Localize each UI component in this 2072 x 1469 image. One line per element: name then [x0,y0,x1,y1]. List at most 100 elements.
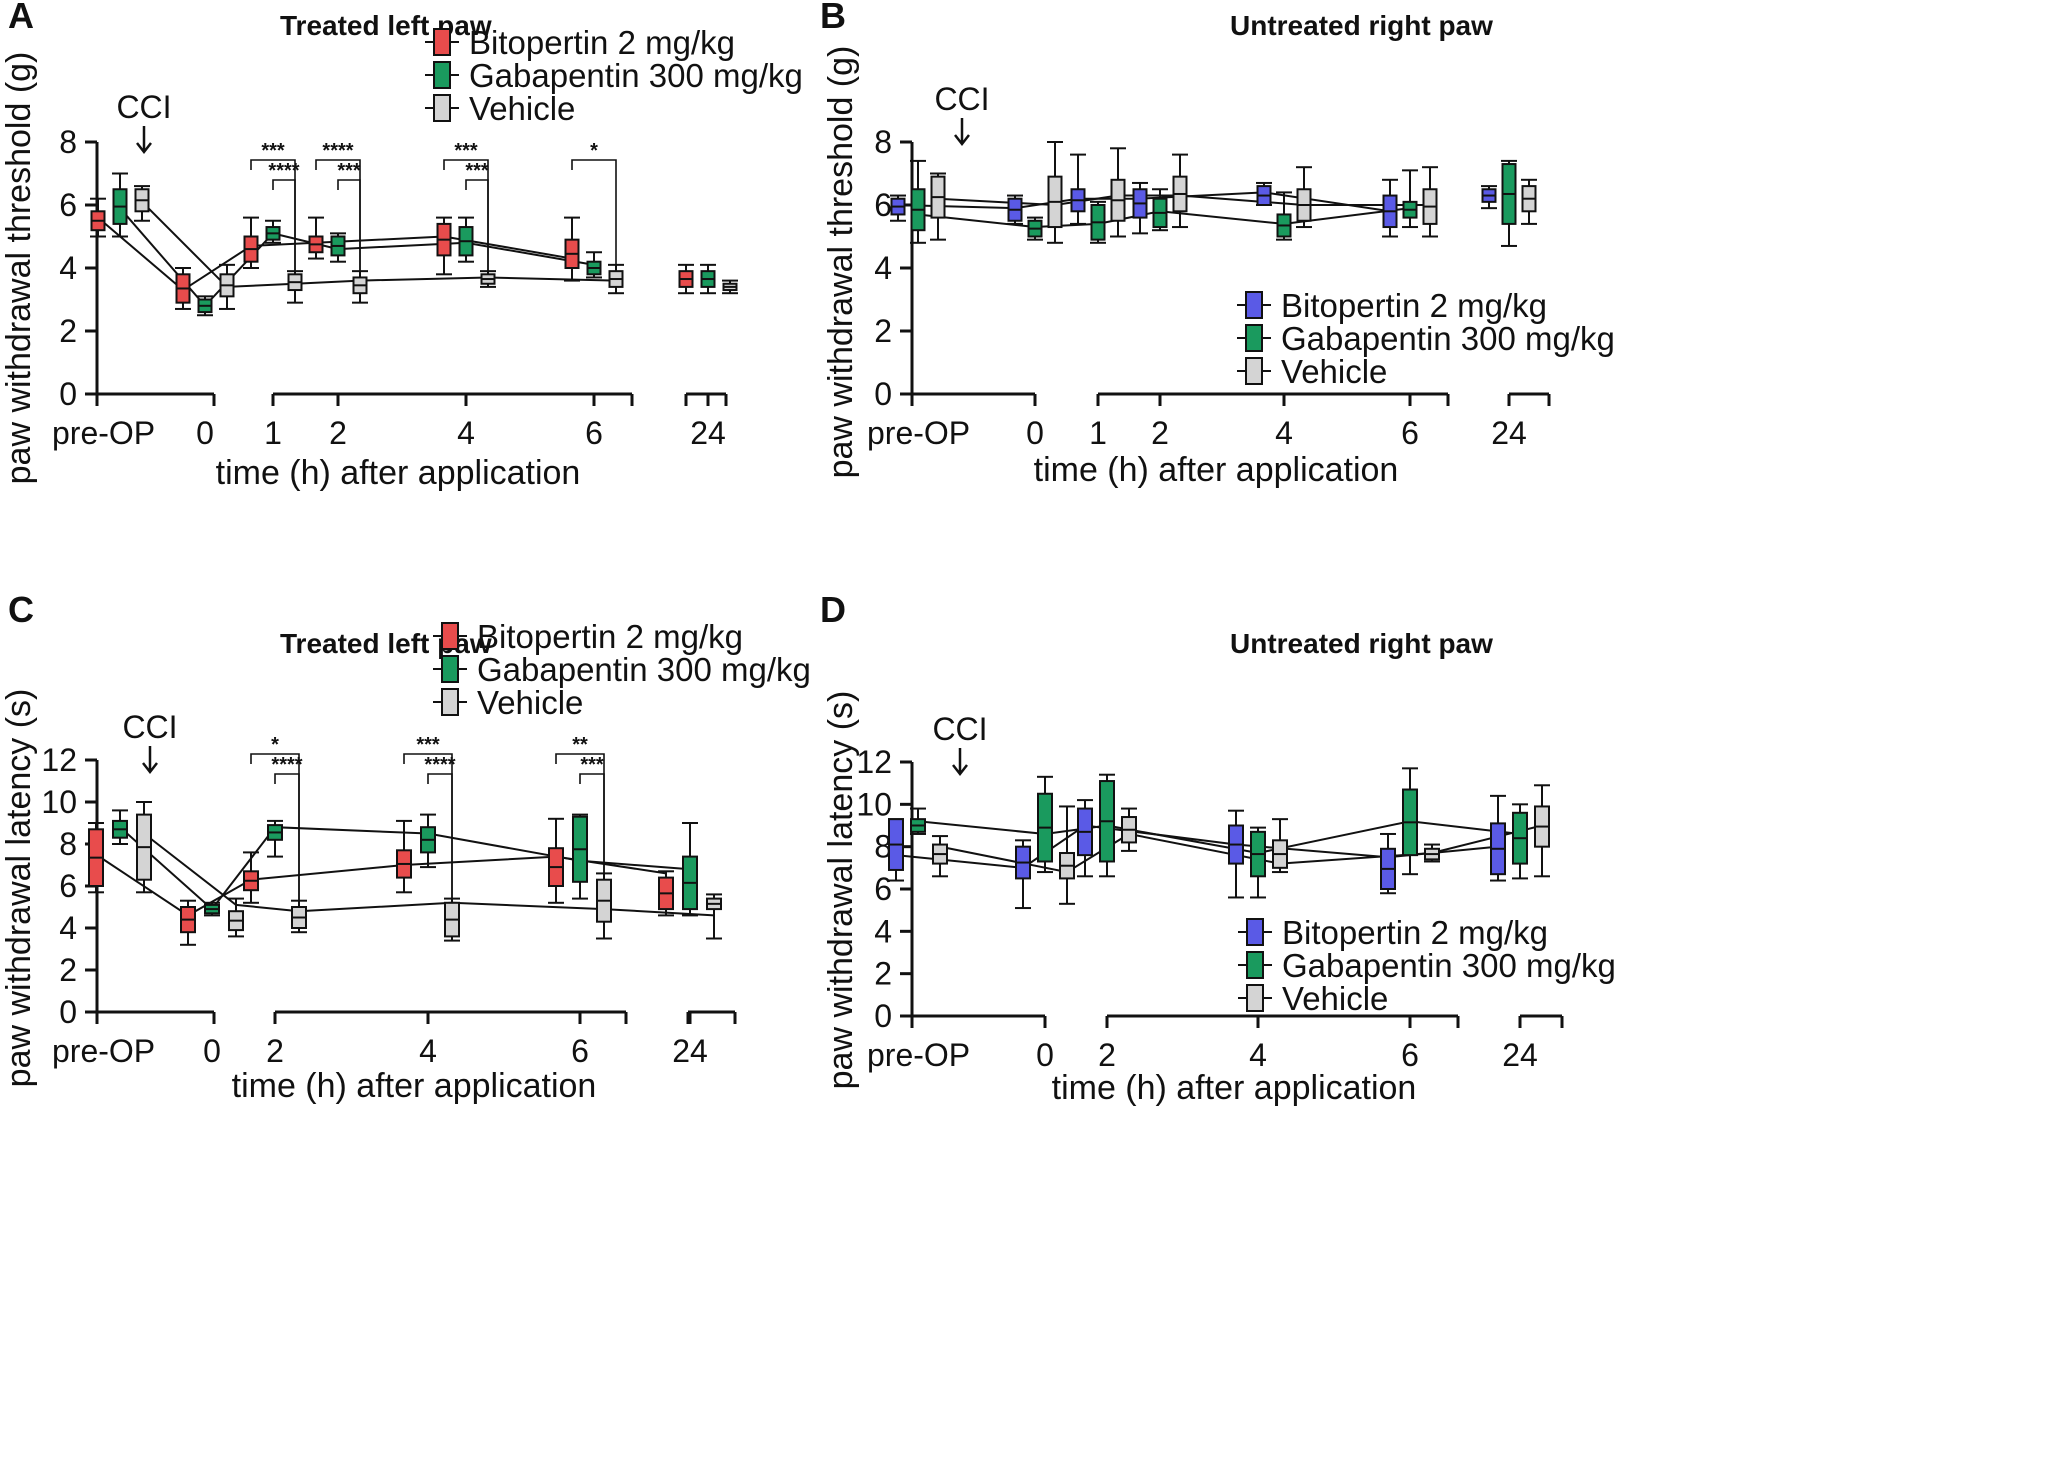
box-4-series-2 [1250,826,1266,899]
legend-swatch [1246,984,1264,1012]
x-tick-label: 1 [1089,415,1107,451]
cci-annotation: CCI [932,711,987,747]
box-4-series-2 [1276,191,1292,241]
x-tick-label: 4 [419,1033,437,1069]
x-tick-label: pre-OP [52,1033,155,1069]
legend-label: Vehicle [1281,353,1387,390]
box-24-series-2 [1501,159,1517,247]
box-4-series-1 [1228,809,1244,899]
x-tick-label: 1 [264,415,282,451]
box-2-series-1 [243,851,259,904]
cci-annotation: CCI [934,81,989,117]
box-pre-OP-series-2 [910,807,926,835]
legend-swatch [1245,324,1263,352]
box-24-series-1 [1490,794,1506,882]
y-tick-label: 0 [59,994,77,1030]
y-tick-label: 0 [874,376,892,412]
box-0-series-2 [204,901,220,917]
box-24-series-1 [1481,185,1497,210]
legend-swatch [433,94,451,122]
box-24-series-3 [1534,784,1550,878]
y-tick-label: 6 [874,187,892,223]
bracket-line [337,179,361,272]
significance-bracket: *** [465,160,489,272]
panel-letter: D [820,589,846,630]
box-pre-OP-series-1 [90,197,106,238]
legend-swatch [1245,357,1263,385]
box-1-series-2 [1090,200,1106,244]
x-tick-label: 6 [1401,1037,1419,1073]
y-tick-label: 10 [856,786,892,822]
x-tick-label: pre-OP [867,1037,970,1073]
y-tick-label: 2 [874,313,892,349]
significance-label: **** [271,754,302,776]
box-1-series-1 [1070,153,1086,225]
y-tick-label: 2 [874,956,892,992]
bracket-line [272,179,296,272]
significance-label: **** [424,754,455,776]
x-tick-label: 4 [457,415,475,451]
x-tick-label: 6 [585,415,603,451]
box-0-series-1 [175,267,191,310]
x-axis-label: time (h) after application [1052,1069,1417,1107]
significance-label: ** [572,734,588,756]
y-tick-label: 6 [59,187,77,223]
significance-bracket: * [571,140,617,265]
box-pre-OP-series-2 [112,172,128,238]
cci-arrow [142,746,158,775]
trend-line-series-2 [917,820,1521,855]
y-tick-label: 8 [874,829,892,865]
box-0-series-3 [1047,141,1063,244]
y-tick-label: 2 [59,952,77,988]
box-pre-OP-series-1 [890,194,906,222]
box-4-series-3 [1272,818,1288,874]
legend-swatch [1245,291,1263,319]
legend-label: Bitopertin 2 mg/kg [469,24,735,61]
significance-label: * [590,140,598,162]
significance-bracket: **** [424,754,456,899]
cci-arrow [136,126,152,155]
legend-item: Gabapentin 300 mg/kg [1238,947,1616,984]
box-0-series-2 [1037,775,1053,874]
box-pre-OP-series-3 [136,801,152,894]
y-tick-label: 8 [59,124,77,160]
y-tick-label: 12 [856,744,892,780]
x-tick-label: 4 [1249,1037,1267,1073]
significance-label: *** [580,754,604,776]
box-4-series-3 [1296,166,1312,229]
box-1-series-3 [1110,147,1126,238]
x-tick-label: 6 [571,1033,589,1069]
box-6-series-2 [586,251,602,279]
panel-title: Untreated right paw [1230,10,1493,41]
y-tick-label: 8 [59,826,77,862]
legend-swatch [1246,918,1264,946]
significance-label: *** [416,734,440,756]
cci-annotation: CCI [116,89,171,125]
x-axis-label: time (h) after application [232,1067,597,1105]
box-0-series-3 [1059,805,1075,905]
box-2-series-3 [1172,153,1188,229]
x-tick-label: 2 [1098,1037,1116,1073]
legend-label: Gabapentin 300 mg/kg [469,57,803,94]
box-4-series-1 [1256,181,1272,207]
significance-label: *** [261,140,285,162]
box-2-series-1 [308,216,324,260]
box-pre-OP-series-3 [930,172,946,241]
box-2-series-2 [330,232,346,263]
cci-annotation: CCI [122,709,177,745]
box-2-series-3 [1121,807,1137,852]
x-tick-label: 2 [329,415,347,451]
legend-item: Bitopertin 2 mg/kg [1237,287,1547,324]
panel-title: Untreated right paw [1230,628,1493,659]
legend-label: Gabapentin 300 mg/kg [477,651,811,688]
x-tick-label: pre-OP [52,415,155,451]
legend-swatch [441,622,459,650]
legend-swatch [433,61,451,89]
legend-item: Gabapentin 300 mg/kg [425,57,803,94]
legend-item: Vehicle [425,90,575,127]
box-6-series-3 [1424,843,1440,863]
legend-swatch [441,688,459,716]
